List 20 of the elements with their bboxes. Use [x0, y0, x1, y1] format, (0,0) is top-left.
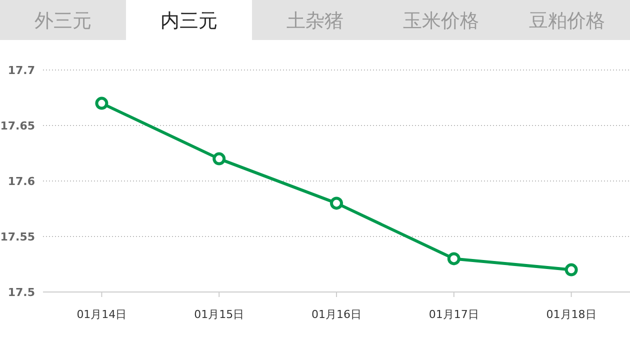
y-tick-label: 17.7 — [8, 64, 35, 77]
x-tick-label: 01月16日 — [312, 308, 362, 321]
point — [212, 152, 226, 166]
x-tick-label: 01月14日 — [76, 308, 127, 321]
y-tick-label: 17.5 — [8, 286, 35, 299]
point — [564, 263, 578, 276]
text: 土杂猪 — [286, 10, 344, 32]
text: 内三元 — [160, 10, 218, 32]
point — [447, 252, 460, 266]
x-tick-label: 01月15日 — [194, 308, 244, 321]
text: 豆粕价格 — [529, 10, 605, 32]
y-tick-label: 17.65 — [0, 120, 35, 132]
x-tick-label: 01月17日 — [428, 308, 479, 321]
point — [95, 96, 108, 110]
point — [330, 196, 343, 210]
y-tick-label: 17.6 — [8, 175, 36, 188]
text: 外三元 — [34, 10, 92, 32]
text: 玉米价格 — [403, 10, 479, 32]
y-tick-label: 17.55 — [0, 230, 35, 244]
x-tick-label: 01月18日 — [546, 308, 596, 321]
